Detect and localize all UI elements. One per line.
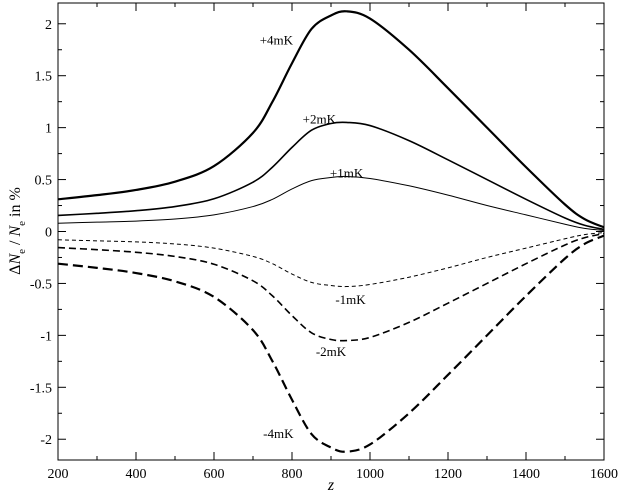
series-line-2 <box>57 121 605 231</box>
series-annotation-3: +1mK <box>330 165 364 180</box>
y-axis-label-sub: e <box>16 249 28 254</box>
x-axis-label: z <box>327 477 335 494</box>
y-axis-label-delta: Δ <box>7 265 24 275</box>
series-annotation-6: -4mK <box>263 426 294 441</box>
x-tick-label: 1600 <box>590 467 618 482</box>
series <box>57 10 605 453</box>
x-tick-label: 1400 <box>512 467 540 482</box>
series-annotation-1: +4mK <box>260 32 294 47</box>
series-line-1 <box>57 10 605 229</box>
series-annotation-4: -1mK <box>335 292 366 307</box>
y-axis-label: ΔNe / Ne in % <box>7 187 28 275</box>
series-line-3 <box>57 175 605 231</box>
y-tick-label: 2 <box>45 18 52 33</box>
series-line-5 <box>57 232 605 342</box>
y-tick-label: 0 <box>45 226 52 241</box>
series-annotation-2: +2mK <box>303 111 337 126</box>
y-tick-label: -0.5 <box>30 277 52 292</box>
x-tick-label: 200 <box>48 467 69 482</box>
plot-frame <box>57 2 605 461</box>
tick-labels: 200 400 600 800 1000 1200 1400 1600 -2 -1.5 -1 -0.5… <box>30 18 618 482</box>
series-annotations: +4mK +2mK +1mK -1mK -2mK -4mK <box>260 32 367 441</box>
x-tick-label: 400 <box>126 467 147 482</box>
x-tick-label: 800 <box>282 467 303 482</box>
y-tick-label: -2 <box>40 433 52 448</box>
y-axis-label-n2: N <box>7 225 24 238</box>
series-annotation-5: -2mK <box>316 344 347 359</box>
x-tick-label: 1200 <box>434 467 462 482</box>
y-axis-label-slash: / <box>7 237 24 249</box>
ticks <box>57 3 605 460</box>
y-tick-label: 1 <box>45 122 52 137</box>
series-line-4 <box>57 232 605 288</box>
x-tick-label: 1000 <box>356 467 384 482</box>
y-tick-label: 0.5 <box>35 174 53 189</box>
y-axis-label-suffix: in % <box>7 187 24 221</box>
y-tick-label: -1.5 <box>30 381 52 396</box>
y-tick-label: 1.5 <box>35 70 53 85</box>
y-axis-label-sub2: e <box>16 221 28 226</box>
x-tick-label: 600 <box>204 467 225 482</box>
y-axis-label-n: N <box>7 253 24 266</box>
y-tick-label: -1 <box>40 329 52 344</box>
